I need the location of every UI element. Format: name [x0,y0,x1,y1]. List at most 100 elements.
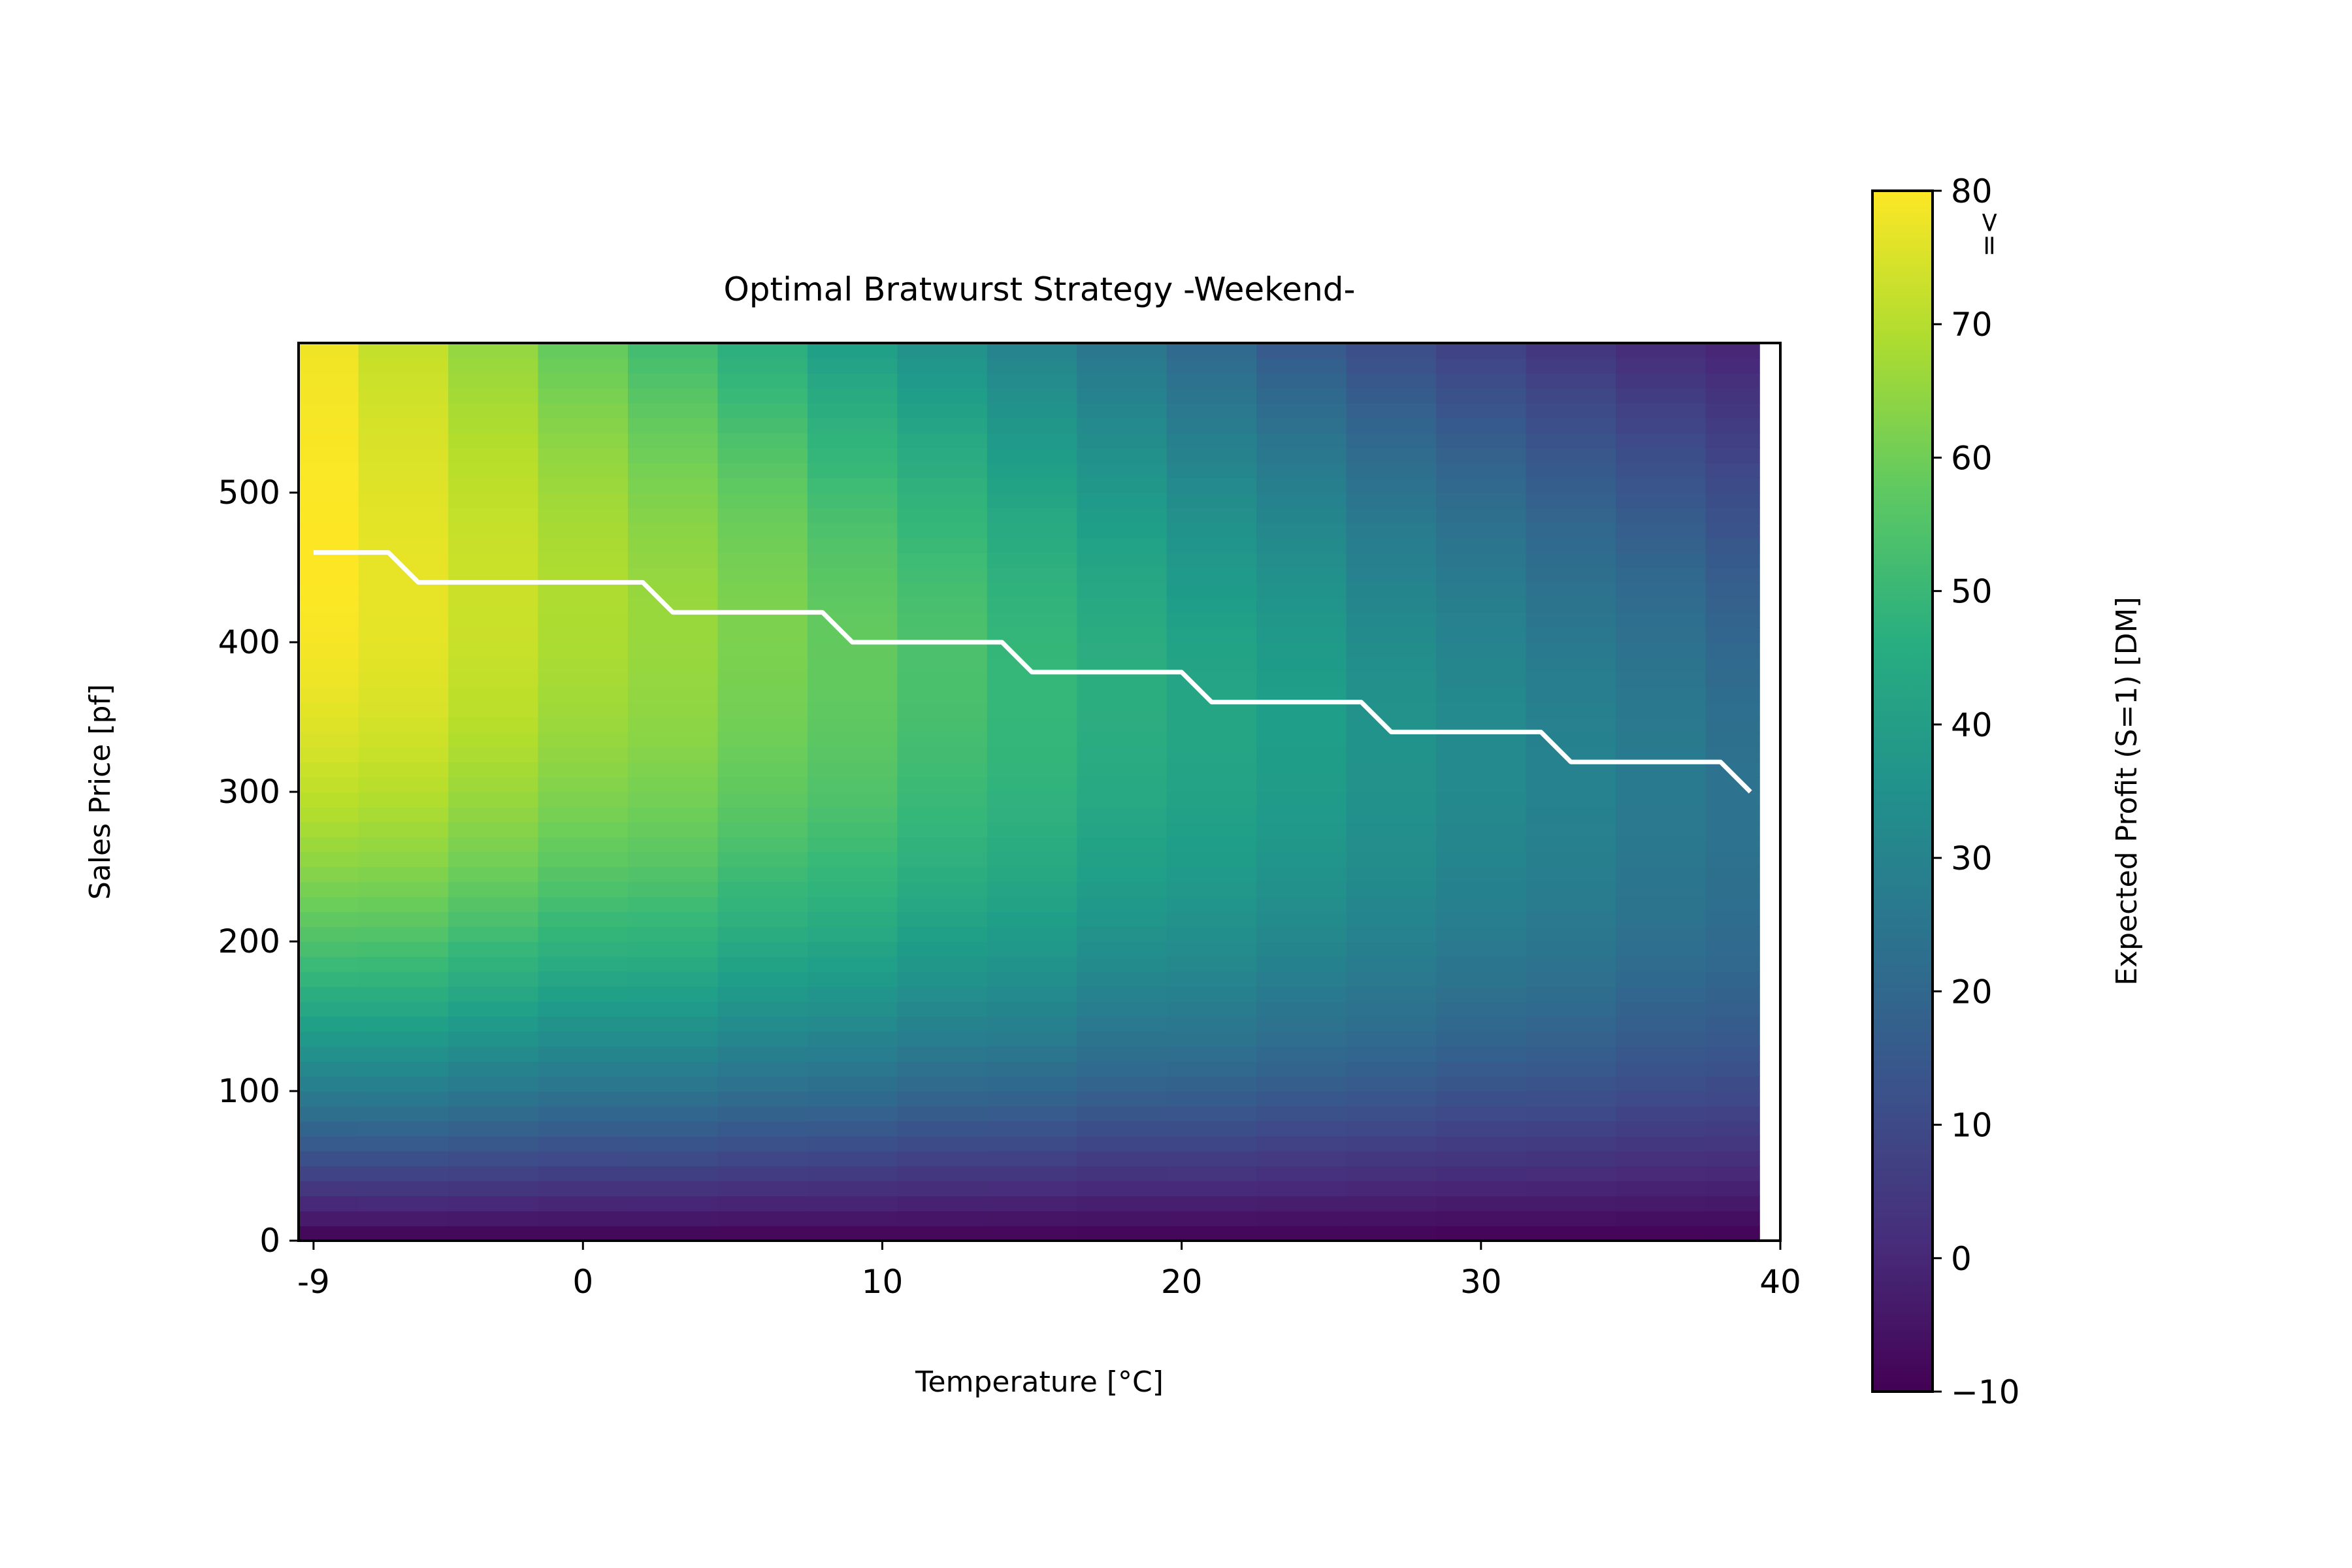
heatmap-cell [1166,1120,1257,1137]
heatmap-cell [1346,702,1437,718]
heatmap-cell [1346,762,1437,777]
heatmap-cell [1077,777,1168,792]
heatmap-cell [1526,702,1616,718]
heatmap-cell [897,1031,988,1047]
heatmap-cell [299,1001,359,1017]
heatmap-cell [358,911,449,927]
heatmap-cell [987,777,1078,792]
heatmap-cell [807,387,898,404]
heatmap-cell [628,1120,719,1137]
heatmap-cell [628,582,719,598]
heatmap-cell [1346,448,1437,463]
heatmap-cell [807,597,898,613]
heatmap-cell [1346,986,1437,1002]
heatmap-cell [448,717,539,733]
heatmap-cell [1346,597,1437,613]
heatmap-cell [717,1196,808,1211]
heatmap-cell [807,881,898,898]
heatmap-cell [1616,552,1707,568]
heatmap-cell [299,911,359,927]
heatmap-cell [1705,687,1760,703]
heatmap-cell [299,1016,359,1032]
heatmap-cell [448,1076,539,1092]
heatmap-cell [987,956,1078,972]
heatmap-cell [807,851,898,868]
heatmap-cell [1346,417,1437,434]
heatmap-cell [1346,1151,1437,1167]
heatmap-cell [1436,657,1527,673]
heatmap-cell [448,387,539,404]
heatmap-cell [538,657,629,673]
heatmap-cell [1436,687,1527,703]
heatmap-cell [538,702,629,718]
heatmap-cell [1256,537,1347,553]
y-tick-label: 400 [218,623,280,661]
heatmap-cell [538,732,629,748]
heatmap-cell [987,387,1078,404]
heatmap-cell [358,866,449,883]
heatmap-cell [1436,762,1527,777]
heatmap-cell [448,448,539,463]
heatmap-cell [1256,448,1347,463]
heatmap-cell [448,836,539,853]
heatmap-cell [1166,507,1257,523]
heatmap-cell [358,387,449,404]
heatmap-cell [807,1166,898,1182]
heatmap-cell [299,971,359,987]
heatmap-cell [448,433,539,449]
heatmap-cell [1166,821,1257,838]
heatmap-cell [448,507,539,523]
heatmap-cell [358,1226,449,1241]
heatmap-cell [717,463,808,478]
heatmap-cell [987,672,1078,688]
heatmap-cell [1705,507,1760,523]
heatmap-cell [538,821,629,838]
heatmap-cell [448,537,539,553]
heatmap-cell [538,1046,629,1062]
heatmap-cell [1526,627,1616,643]
heatmap-cell [538,926,629,942]
heatmap-cell [1526,567,1616,583]
heatmap-cell [1616,687,1707,703]
heatmap-cell [1346,732,1437,748]
heatmap-cell [628,687,719,703]
heatmap-cell [987,821,1078,838]
heatmap-cell [897,971,988,987]
heatmap-cell [897,463,988,478]
heatmap-cell [717,357,808,374]
heatmap-cell [1077,941,1168,957]
heatmap-cell [358,986,449,1002]
colorbar-tick-label: 20 [1951,973,1993,1011]
heatmap-cell [448,986,539,1002]
heatmap-cell [628,552,719,568]
heatmap-cell [717,881,808,898]
heatmap-cell [538,956,629,972]
heatmap-cell [1436,1031,1527,1047]
heatmap-cell [1436,1091,1527,1107]
heatmap-cell [1077,926,1168,942]
heatmap-cell [1526,971,1616,987]
heatmap-cell [807,911,898,927]
heatmap-cell [1077,792,1168,808]
heatmap-cell [1616,747,1707,762]
heatmap-cell [717,896,808,912]
heatmap-cell [628,747,719,762]
heatmap-cell [358,941,449,957]
heatmap-cell [717,1046,808,1062]
heatmap-cell [1077,1226,1168,1241]
heatmap-cell [1077,493,1168,508]
heatmap-cell [987,717,1078,733]
heatmap-cell [299,926,359,942]
heatmap-cell [1166,567,1257,583]
heatmap-cell [1705,642,1760,658]
heatmap-cell [897,537,988,553]
colorbar-top-marker: >= [1974,211,2006,257]
heatmap-cell [448,821,539,838]
heatmap-cell [1346,1196,1437,1211]
heatmap-cell [897,1120,988,1137]
y-tick-label: 200 [218,923,280,960]
heatmap-cell [1616,387,1707,404]
heatmap-cell [717,1076,808,1092]
heatmap-cell [1526,956,1616,972]
heatmap-cell [1166,1016,1257,1032]
